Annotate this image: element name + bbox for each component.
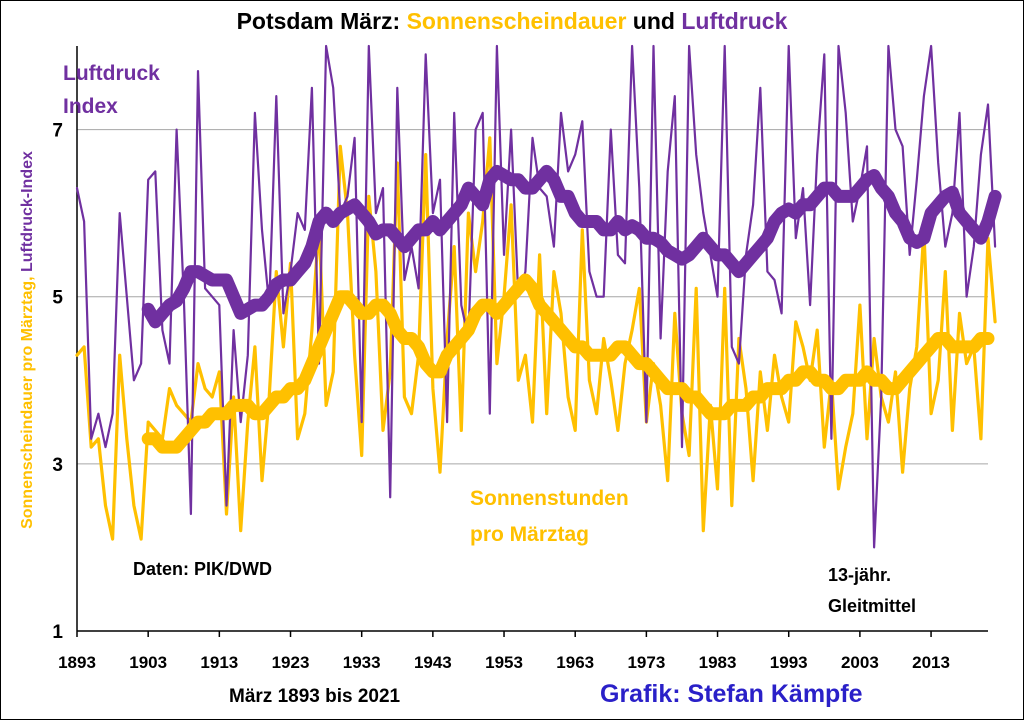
pressure-label-line2: Index [63,95,118,118]
x-tick-label: 1913 [200,653,238,672]
credit-label: Grafik: Stefan Kämpfe [600,680,863,708]
y-tick-label: 7 [52,121,63,142]
title-prefix: Potsdam März: [237,8,407,34]
pressure-label-line1: Luftdruck [63,62,160,85]
x-tick-label: 1943 [414,653,452,672]
y-axis-label-pressure: Luftdruck-Index [19,151,36,272]
y-tick-labels: 1 3 5 7 [52,121,63,643]
y-axis-label: Sonnenscheindauer pro Märztag, Luftdruck… [19,151,36,529]
moving-avg-label-line1: 13-jähr. [828,565,891,585]
x-tick-label: 1993 [770,653,808,672]
y-tick-label: 1 [52,622,63,643]
sunshine-label-line2: pro Märztag [470,523,589,546]
x-tick-label: 1903 [129,653,167,672]
moving-avg-label-line2: Gleitmittel [828,596,916,616]
x-tick-label: 1893 [58,653,96,672]
y-tick-label: 5 [52,288,63,309]
y-tick-label: 3 [52,455,63,476]
axes [76,46,988,632]
x-tick-label: 1963 [556,653,594,672]
x-tick-label: 1933 [343,653,381,672]
source-label: Daten: PIK/DWD [133,559,272,579]
series-line-sunshine [75,136,997,541]
title-pressure: Luftdruck [681,8,787,34]
series-line-pressure-avg [141,164,1002,329]
y-axis-label-sunshine: Sonnenscheindauer pro Märztag, [19,272,36,529]
series-line-sunshine-avg [141,273,995,454]
x-tick-label: 2013 [912,653,950,672]
series-lines [75,44,1002,549]
x-tick-label: 1973 [627,653,665,672]
x-tick-labels: 1893 1903 1913 1923 1933 1943 1953 1963 1973 1983… [58,631,950,672]
x-axis-label: März 1893 bis 2021 [229,686,401,707]
x-tick-label: 1923 [272,653,310,672]
x-tick-label: 1983 [699,653,737,672]
x-tick-label: 1953 [485,653,523,672]
title-mid: und [626,8,681,34]
title-sunshine: Sonnenscheindauer [407,8,627,34]
sunshine-label-line1: Sonnenstunden [470,487,629,510]
chart-title: Potsdam März: Sonnenscheindauer und Luft… [237,8,788,34]
x-tick-label: 2003 [841,653,879,672]
